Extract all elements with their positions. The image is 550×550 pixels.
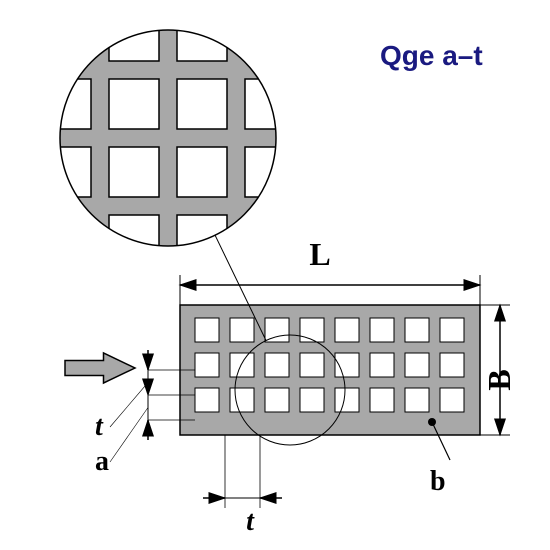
perforated-plate: [180, 305, 480, 435]
direction-arrow: [65, 353, 135, 383]
dim-L-label: L: [309, 236, 330, 272]
dim-th-label: t: [246, 506, 255, 537]
diagram-title: Qge a–t: [380, 40, 483, 71]
dim-a-label: a: [95, 446, 109, 477]
dim-guide: [110, 408, 148, 463]
dim-B-label: B: [481, 369, 517, 390]
dim-t-label: t: [95, 411, 104, 442]
magnifier-view: [41, 11, 295, 265]
technical-diagram: LBtatbQge a–t: [0, 0, 550, 550]
callout-b-label: b: [430, 466, 446, 497]
dim-guide: [110, 383, 148, 428]
